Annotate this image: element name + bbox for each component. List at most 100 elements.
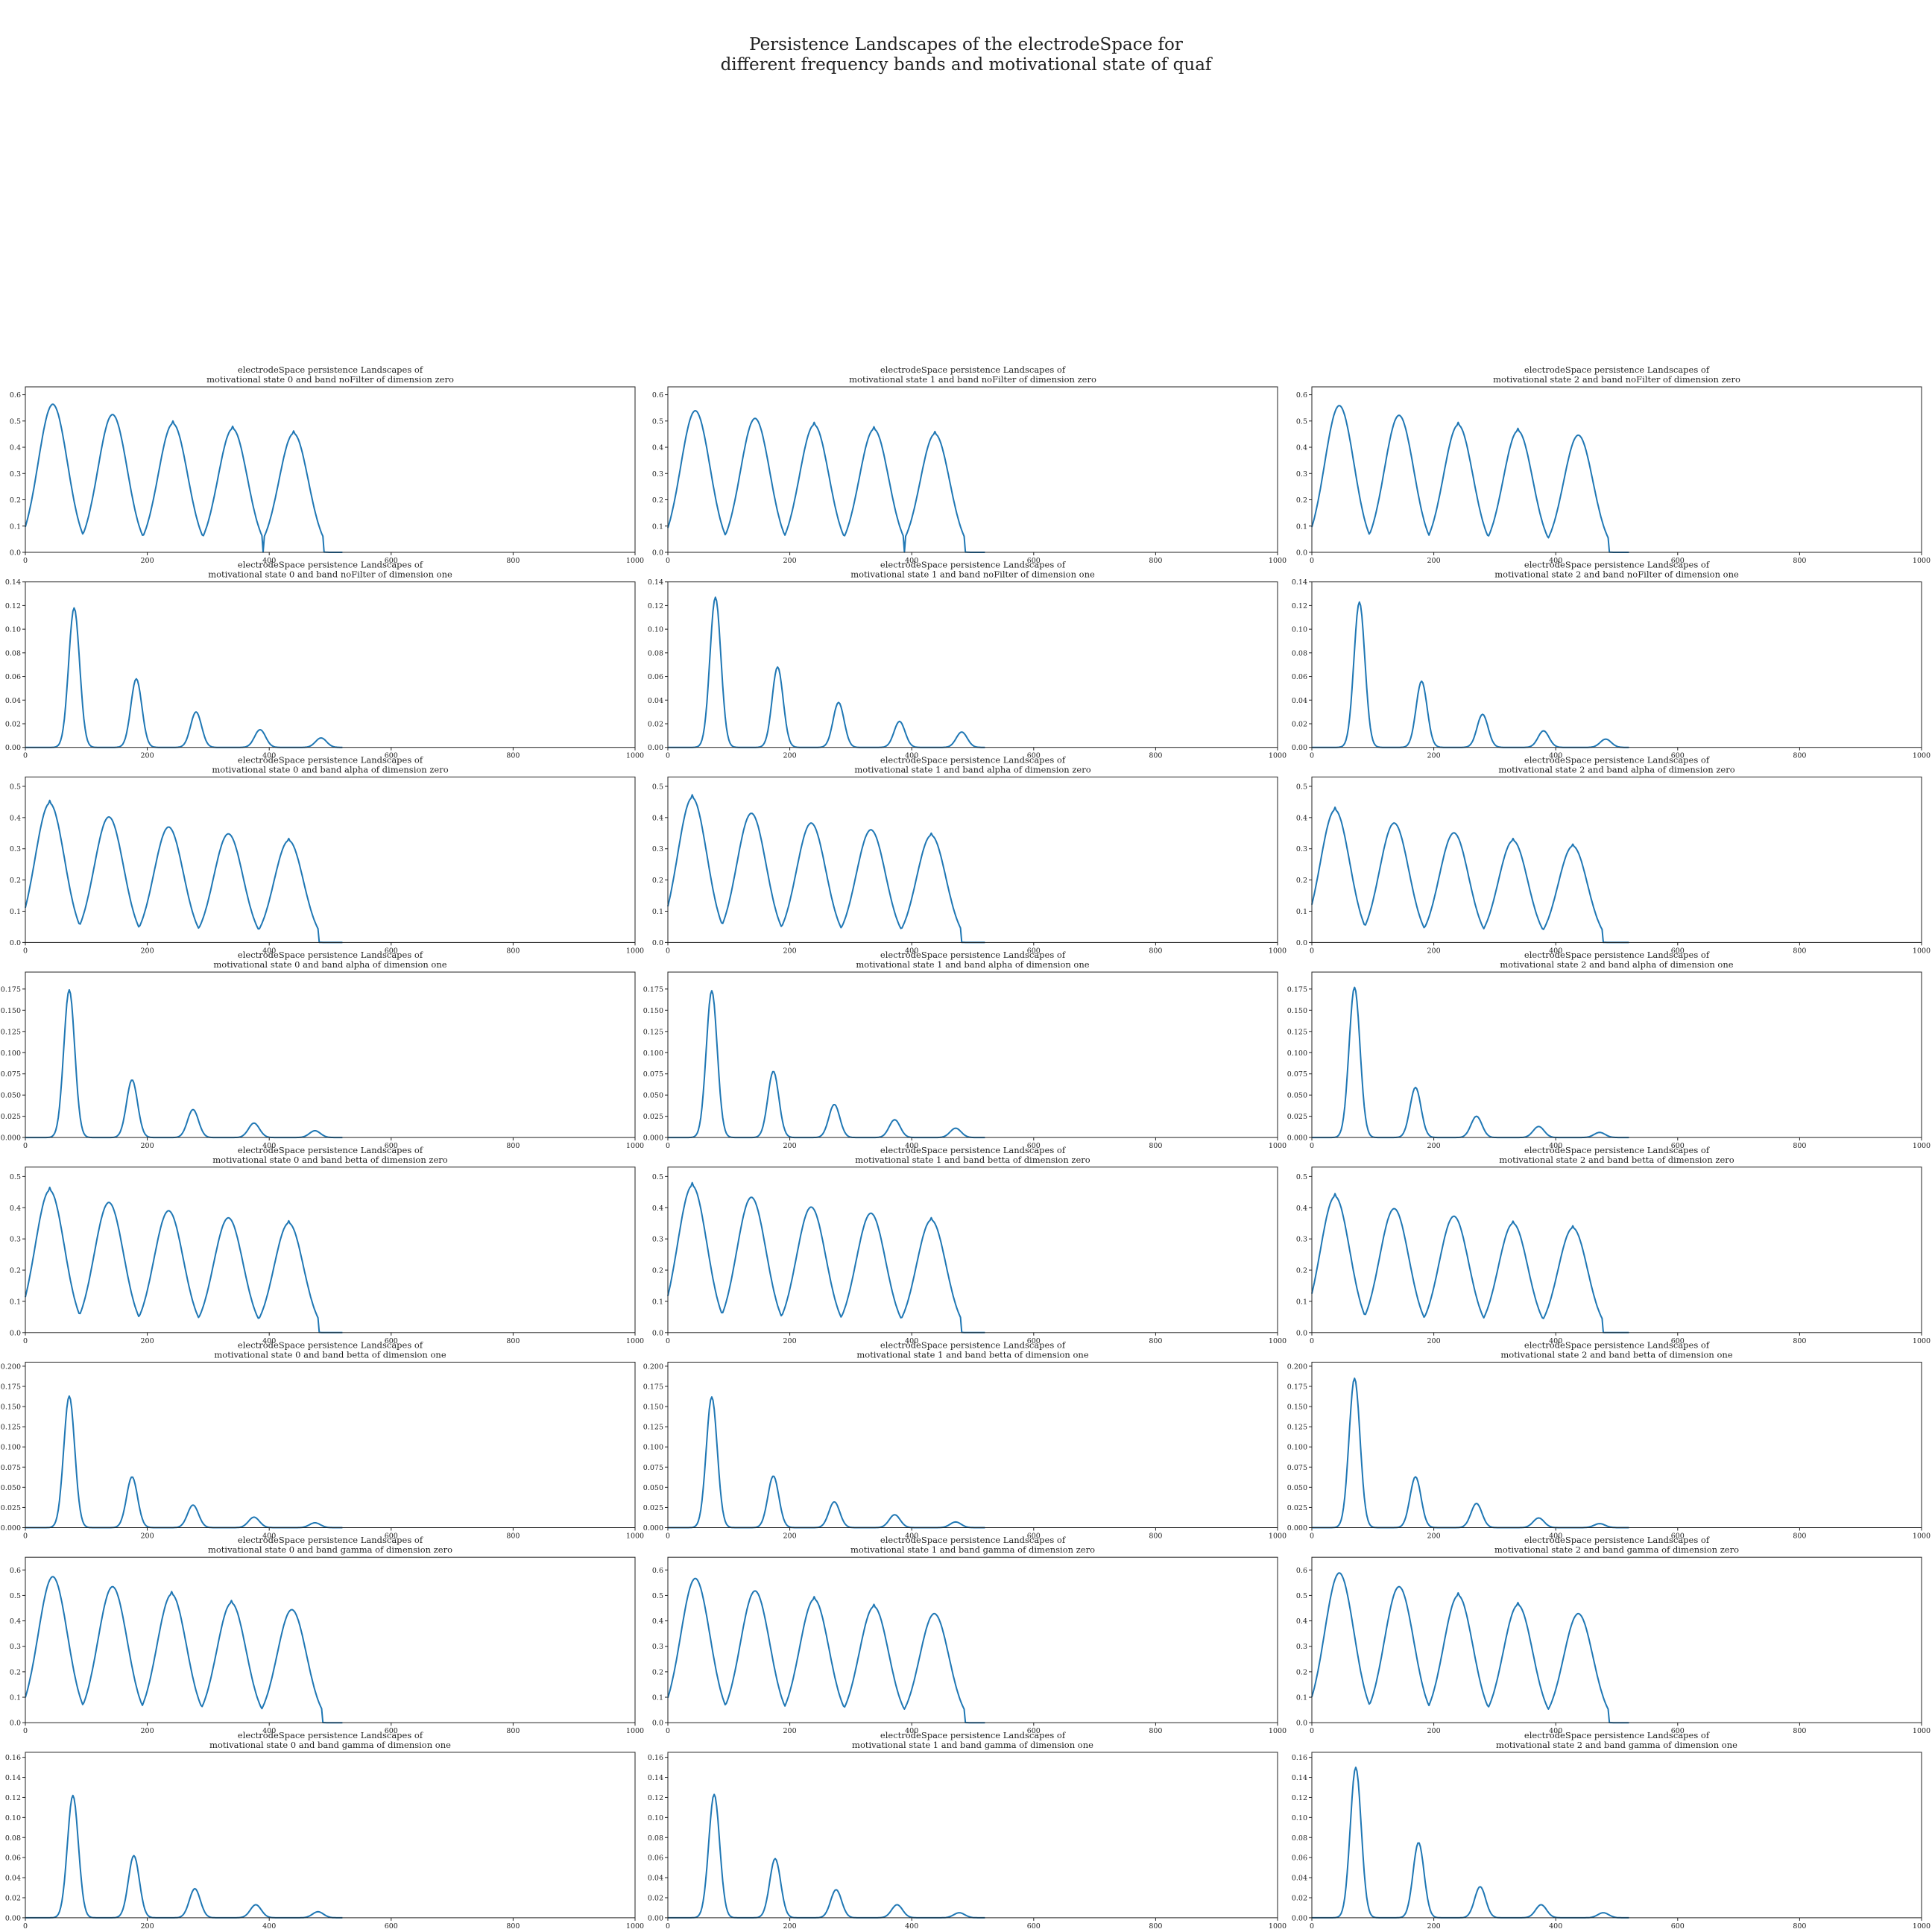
series-line-0 [1312,1377,1629,1529]
y-tick-label: 0.200 [1287,1363,1307,1371]
y-tick-label: 0.12 [648,602,663,610]
x-tick-label: 800 [1149,1727,1162,1735]
subplot-title: electrodeSpace persistence Landscapes of [1524,1145,1710,1155]
y-tick-label: 0.4 [10,444,21,452]
x-tick-label: 1000 [626,947,644,955]
x-tick-label: 1000 [1269,557,1287,565]
x-tick-label: 0 [23,1727,28,1735]
x-tick-label: 600 [385,947,398,955]
x-tick-label: 1000 [626,1727,644,1735]
y-tick-label: 0.0 [10,1720,21,1728]
y-tick-label: 0.06 [5,1854,21,1863]
y-tick-label: 0.3 [652,470,663,479]
x-tick-label: 1000 [1913,1727,1931,1735]
y-tick-label: 0.5 [1296,1173,1307,1181]
series-line-0 [1312,986,1629,1139]
subplot-title: electrodeSpace persistence Landscapes of [238,754,423,765]
y-tick-label: 0.125 [643,1424,663,1432]
y-tick-label: 0.125 [643,1028,663,1036]
y-tick-label: 0.1 [1296,1694,1307,1702]
y-tick-label: 0.150 [643,1404,663,1412]
y-tick-label: 0.5 [652,1173,663,1181]
x-tick-label: 400 [1549,752,1562,760]
y-tick-label: 0.02 [648,1894,663,1902]
subplot-title: electrodeSpace persistence Landscapes of [880,950,1066,960]
x-tick-label: 800 [1149,557,1162,565]
plot-frame [25,776,636,943]
y-tick-label: 0.1 [1296,908,1307,916]
y-tick-label: 0.02 [5,720,21,728]
y-tick-label: 0.14 [5,578,21,587]
x-tick-label: 400 [1549,557,1562,565]
x-tick-label: 800 [1149,1337,1162,1345]
y-tick-label: 0.1 [10,523,21,531]
x-tick-label: 0 [666,752,670,760]
subplot-13: electrodeSpace persistence Landscapes of… [652,1145,1287,1345]
y-tick-label: 0.1 [652,908,663,916]
y-tick-label: 0.06 [1292,1854,1307,1863]
series-line-0 [667,1181,985,1333]
plot-frame [25,386,636,553]
y-tick-label: 0.000 [1,1524,21,1532]
y-tick-label: 0.000 [643,1524,663,1532]
y-tick-label: 0.12 [1292,1794,1307,1802]
y-tick-label: 0.4 [652,1205,663,1213]
x-tick-label: 600 [1671,1142,1685,1150]
series-line-0 [1312,601,1629,748]
subplot-10: electrodeSpace persistence Landscapes of… [643,950,1287,1150]
x-tick-label: 1000 [626,1532,644,1541]
subplot-title: motivational state 0 and band betta of d… [214,1350,446,1360]
x-tick-label: 1000 [626,557,644,565]
x-tick-label: 1000 [1269,1727,1287,1735]
plot-frame [667,1752,1278,1919]
subplot-title: motivational state 1 and band betta of d… [855,1155,1090,1165]
x-tick-label: 0 [1310,1727,1314,1735]
y-tick-label: 0.025 [1287,1504,1307,1512]
x-tick-label: 1000 [1913,557,1931,565]
y-tick-label: 0.1 [1296,523,1307,531]
y-tick-label: 0.125 [1287,1028,1307,1036]
x-tick-label: 800 [1149,947,1162,955]
y-tick-label: 0.0 [652,1720,663,1728]
x-tick-label: 1000 [1269,1337,1287,1345]
plot-frame [667,776,1278,943]
y-tick-label: 0.02 [1292,720,1307,728]
x-tick-label: 1000 [1913,1922,1931,1931]
figure-title-line-1: Persistence Landscapes of the electrodeS… [749,35,1183,54]
x-tick-label: 200 [1427,557,1441,565]
plot-frame [1311,386,1922,553]
plot-frame [1311,1167,1922,1333]
x-tick-label: 200 [1427,1337,1441,1345]
y-tick-label: 0.04 [5,1875,21,1883]
series-line-0 [668,596,985,748]
x-tick-label: 800 [1149,1142,1162,1150]
y-tick-label: 0.150 [643,1007,663,1015]
x-tick-label: 600 [1671,1727,1685,1735]
subplot-title: motivational state 2 and band noFilter o… [1494,569,1739,580]
x-tick-label: 200 [783,752,797,760]
x-tick-label: 400 [905,1337,918,1345]
plot-frame [667,581,1278,748]
subplot-title: motivational state 1 and band gamma of d… [852,1740,1093,1750]
y-tick-label: 0.025 [1,1113,21,1121]
subplot-16: electrodeSpace persistence Landscapes of… [643,1340,1287,1541]
x-tick-label: 400 [262,1337,276,1345]
x-tick-label: 0 [23,1922,28,1931]
y-tick-label: 0.1 [1296,1298,1307,1306]
x-tick-label: 800 [506,1532,520,1541]
y-tick-label: 0.4 [652,814,663,822]
y-tick-label: 0.1 [652,1298,663,1306]
subplot-title: electrodeSpace persistence Landscapes of [238,1340,423,1351]
x-tick-label: 400 [1549,1142,1562,1150]
y-tick-label: 0.025 [643,1504,663,1512]
x-tick-label: 600 [1671,947,1685,955]
series-line-0 [1311,1193,1629,1333]
y-tick-label: 0.2 [1296,877,1307,885]
y-tick-label: 0.2 [10,877,21,885]
x-tick-label: 0 [23,752,28,760]
x-tick-label: 600 [1027,557,1041,565]
y-tick-label: 0.175 [643,1383,663,1391]
subplot-4: electrodeSpace persistence Landscapes of… [648,560,1287,760]
y-tick-label: 0.5 [10,417,21,426]
x-tick-label: 600 [1671,1532,1685,1541]
